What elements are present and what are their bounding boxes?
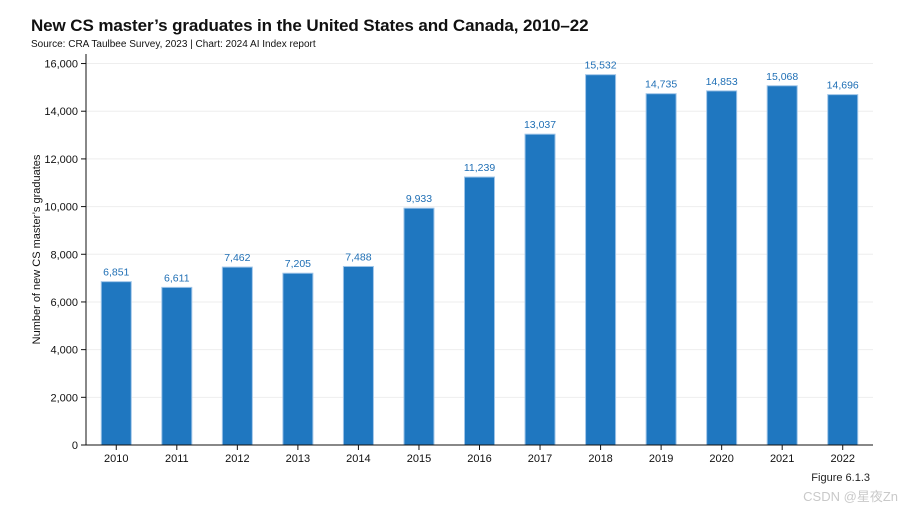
bar-2018	[585, 74, 617, 446]
y-tick-label: 16,000	[44, 59, 78, 71]
value-label-2010: 6,851	[103, 267, 129, 279]
x-tick-label: 2013	[286, 453, 310, 465]
figure-label: Figure 6.1.3	[811, 472, 870, 484]
value-label-2013: 7,205	[285, 258, 311, 270]
y-tick-label: 4,000	[50, 345, 78, 357]
bar-2022	[827, 94, 859, 446]
value-label-2021: 15,068	[766, 71, 798, 83]
x-tick-label: 2014	[346, 453, 370, 465]
x-tick-label: 2022	[830, 453, 854, 465]
x-tick-label: 2015	[407, 453, 431, 465]
y-tick-label: 10,000	[44, 202, 78, 214]
x-tick-label: 2021	[770, 453, 794, 465]
x-tick-label: 2010	[104, 453, 128, 465]
y-tick-label: 12,000	[44, 154, 78, 166]
y-tick-label: 14,000	[44, 106, 78, 118]
y-axis-label: Number of new CS master’s graduates	[31, 154, 43, 344]
bar-2021	[766, 85, 798, 446]
chart-title: New CS master’s graduates in the United …	[31, 16, 589, 35]
chart-source: Source: CRA Taulbee Survey, 2023 | Chart…	[31, 39, 316, 50]
value-label-2011: 6,611	[164, 272, 190, 284]
x-tick-label: 2012	[225, 453, 249, 465]
bar-2013	[282, 272, 314, 446]
value-label-2015: 9,933	[406, 193, 432, 205]
value-label-2018: 15,532	[585, 60, 617, 72]
value-label-2016: 11,239	[464, 162, 495, 174]
x-tick-label: 2017	[528, 453, 552, 465]
bar-2014	[342, 265, 374, 446]
x-tick-label: 2020	[709, 453, 733, 465]
y-tick-label: 6,000	[50, 297, 78, 309]
x-tick-label: 2016	[467, 453, 491, 465]
x-tick-label: 2018	[588, 453, 612, 465]
watermark: CSDN @星夜Zn	[803, 489, 898, 504]
x-tick-label: 2019	[649, 453, 673, 465]
bar-2020	[706, 90, 738, 446]
y-tick-label: 2,000	[50, 392, 78, 404]
value-label-2017: 13,037	[524, 119, 556, 131]
bar-2019	[645, 93, 677, 446]
bar-2016	[464, 176, 495, 446]
value-label-2022: 14,696	[827, 80, 859, 92]
bar-2015	[403, 207, 435, 446]
value-label-2014: 7,488	[345, 251, 371, 263]
y-tick-label: 8,000	[50, 249, 78, 261]
value-label-2012: 7,462	[224, 252, 250, 264]
bar-2017	[524, 133, 556, 446]
x-tick-label: 2011	[165, 453, 189, 465]
y-tick-label: 0	[72, 440, 78, 452]
bar-2011	[161, 286, 193, 446]
bar-2012	[221, 266, 253, 446]
value-label-2019: 14,735	[645, 79, 677, 91]
bar-2010	[100, 281, 132, 446]
value-label-2020: 14,853	[706, 76, 738, 88]
